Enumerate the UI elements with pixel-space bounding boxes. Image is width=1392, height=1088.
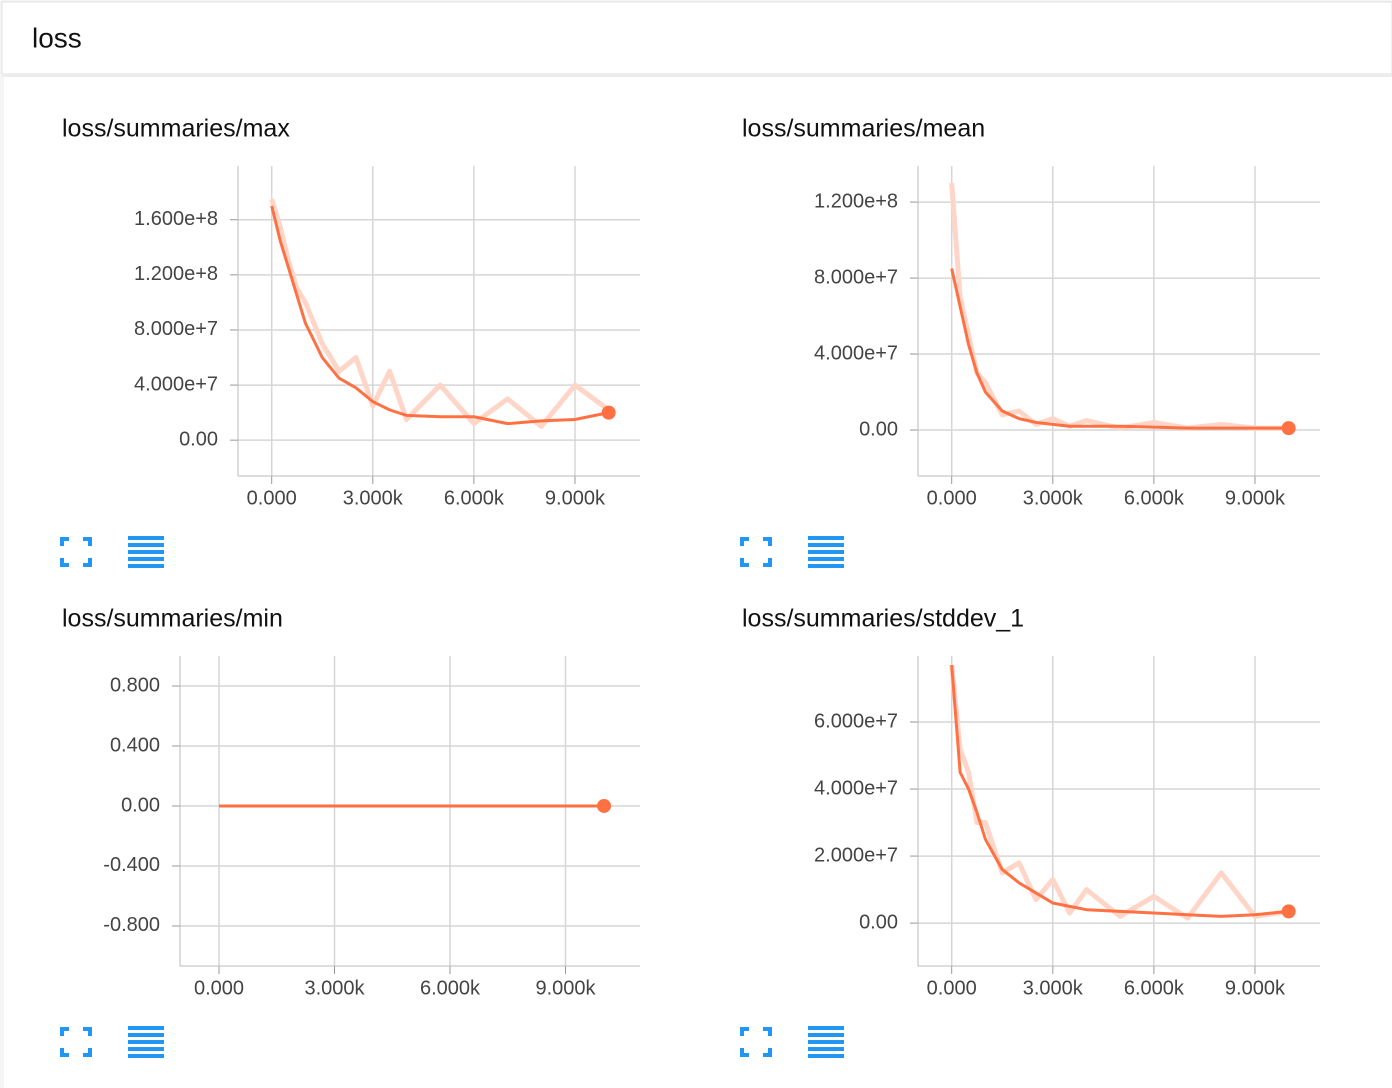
x-tick-label: 6.000k — [1124, 977, 1185, 999]
panel — [4, 76, 1392, 1088]
y-tick-label: 0.00 — [859, 911, 898, 933]
list-button-bar — [808, 543, 844, 547]
x-tick-label: 3.000k — [1023, 977, 1084, 999]
x-tick-label: 3.000k — [343, 487, 404, 509]
fullscreen-button[interactable] — [740, 537, 772, 567]
y-tick-label: 1.200e+8 — [134, 263, 218, 285]
list-button-bar — [808, 564, 844, 568]
y-tick-label: 4.000e+7 — [134, 373, 218, 395]
x-tick-label: 0.000 — [247, 487, 297, 509]
smoothed-line — [950, 664, 1289, 918]
x-tick-label: 6.000k — [420, 977, 481, 999]
last-point — [597, 798, 612, 813]
header-title: loss — [32, 22, 82, 53]
list-button-bar — [128, 564, 164, 568]
y-tick-label: 0.800 — [110, 674, 160, 696]
icons — [60, 536, 844, 1058]
x-tick-label: 0.000 — [194, 977, 244, 999]
list-button-bar — [128, 1047, 164, 1051]
list-button-bar — [808, 1054, 844, 1058]
y-tick-label: 0.00 — [179, 428, 218, 450]
y-tick-label: -0.400 — [103, 854, 160, 876]
x-tick-label: 9.000k — [545, 487, 606, 509]
list-button-bar[interactable] — [128, 1026, 164, 1030]
y-tick-label: 1.200e+8 — [814, 190, 898, 212]
x-tick-label: 3.000k — [1023, 487, 1084, 509]
raw-line — [269, 198, 611, 429]
y-tick-label: 6.000e+7 — [814, 710, 898, 732]
list-button-bar[interactable] — [128, 536, 164, 540]
x-tick-label: 0.000 — [927, 977, 977, 999]
x-tick-label: 9.000k — [535, 977, 596, 999]
y-tick-label: 2.000e+7 — [814, 844, 898, 866]
x-tick-label: 0.000 — [927, 487, 977, 509]
last-point — [1281, 421, 1296, 436]
chart-title: loss/summaries/stddev_1 — [742, 605, 1024, 633]
list-button-bar — [128, 1033, 164, 1037]
header-shadow — [2, 74, 1392, 77]
fullscreen-button[interactable] — [740, 1027, 772, 1057]
y-tick-label: 4.000e+7 — [814, 342, 898, 364]
y-tick-label: 0.00 — [121, 794, 160, 816]
header-bar — [1, 1, 1392, 75]
list-button-bar — [128, 550, 164, 554]
list-button-bar — [808, 1033, 844, 1037]
x-tick-label: 9.000k — [1225, 977, 1286, 999]
y-tick-label: 0.00 — [859, 418, 898, 440]
x-tick-label: 9.000k — [1225, 487, 1286, 509]
x-tick-label: 6.000k — [1124, 487, 1185, 509]
y-tick-label: 4.000e+7 — [814, 777, 898, 799]
list-button-bar — [128, 1040, 164, 1044]
chart-title: loss/summaries/max — [62, 115, 290, 143]
list-button-bar — [808, 1040, 844, 1044]
list-button-bar[interactable] — [808, 536, 844, 540]
list-button-bar — [128, 543, 164, 547]
list-button-bar — [808, 557, 844, 561]
y-tick-label: 8.000e+7 — [814, 266, 898, 288]
y-tick-label: 0.400 — [110, 734, 160, 756]
y-tick-label: 1.600e+8 — [134, 208, 218, 230]
y-tick-label: -0.800 — [103, 914, 160, 936]
list-button-bar[interactable] — [808, 1026, 844, 1030]
fullscreen-button[interactable] — [60, 1027, 92, 1057]
x-tick-label: 3.000k — [304, 977, 365, 999]
list-button-bar — [808, 1047, 844, 1051]
smoothed-line — [270, 205, 609, 426]
last-point — [1281, 904, 1296, 919]
chart-title: loss/summaries/mean — [742, 115, 985, 143]
list-button-bar — [128, 557, 164, 561]
y-tick-label: 8.000e+7 — [134, 318, 218, 340]
chart-title: loss/summaries/min — [62, 605, 283, 633]
x-tick-label: 6.000k — [444, 487, 505, 509]
list-button-bar — [808, 550, 844, 554]
last-point — [601, 405, 616, 420]
list-button-bar — [128, 1054, 164, 1058]
fullscreen-button[interactable] — [60, 537, 92, 567]
smoothed-line — [950, 268, 1289, 430]
